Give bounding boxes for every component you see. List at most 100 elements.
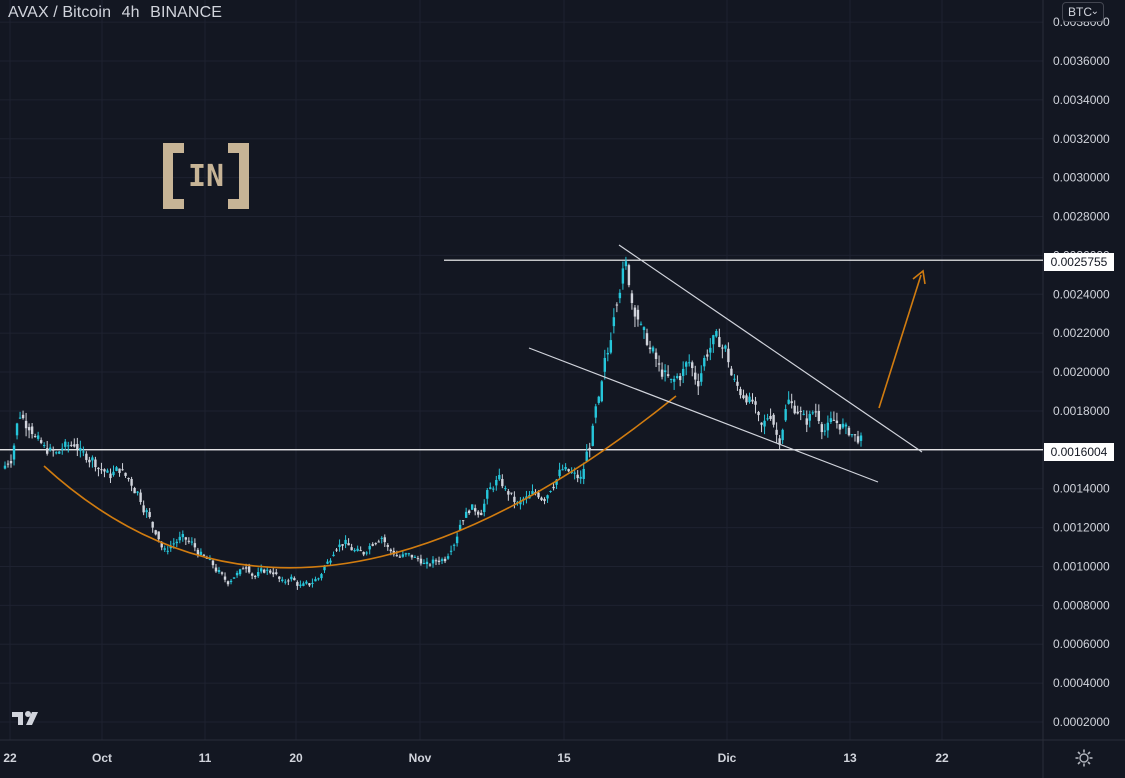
candle-body	[287, 580, 290, 582]
chart-title: AVAX / Bitcoin 4h BINANCE	[8, 4, 222, 22]
candle-body	[552, 486, 555, 489]
price-label-lower: 0.0016004	[1044, 443, 1114, 461]
candle-body	[229, 580, 233, 583]
candle-body	[419, 558, 423, 564]
candle-body	[648, 347, 652, 350]
candle-body	[235, 572, 239, 576]
candle-body	[139, 492, 142, 502]
gear-icon[interactable]	[1074, 748, 1094, 768]
candle-body	[253, 576, 257, 578]
candle-body	[39, 440, 43, 443]
tradingview-logo[interactable]	[10, 708, 42, 730]
candle-body	[323, 566, 326, 571]
candle-body	[344, 539, 347, 545]
y-tick-label: 0.0004000	[1053, 676, 1110, 690]
candle-body	[669, 378, 673, 380]
candle-body	[247, 566, 251, 573]
candle-body	[422, 562, 426, 564]
candle-body	[166, 550, 169, 552]
candle-body	[724, 345, 727, 349]
currency-button[interactable]: BTC ⌄	[1062, 2, 1104, 22]
candle-body	[507, 491, 510, 495]
candle-body	[256, 572, 260, 577]
candle-body	[133, 487, 136, 494]
candle-body	[709, 347, 712, 353]
candle-body	[305, 581, 308, 584]
candle-body	[284, 581, 287, 583]
candle-body	[546, 495, 549, 499]
candle-body	[504, 488, 507, 490]
candle-body	[380, 537, 383, 539]
candle-body	[27, 427, 31, 431]
candle-body	[181, 534, 185, 538]
candle-body	[847, 427, 851, 436]
x-tick-label: Dic	[718, 751, 737, 765]
candle-body	[118, 468, 121, 473]
candle-body	[712, 335, 715, 345]
y-tick-label: 0.0022000	[1053, 326, 1110, 340]
candle-body	[18, 417, 22, 419]
candle-body	[368, 546, 371, 550]
candle-body	[778, 438, 781, 445]
candle-body	[33, 436, 37, 438]
price-label-upper: 0.0025755	[1044, 253, 1114, 271]
candle-body	[407, 553, 411, 555]
candle-body	[727, 348, 730, 363]
candle-body	[250, 573, 254, 576]
candle-body	[473, 508, 477, 512]
y-tick-label: 0.0032000	[1053, 132, 1110, 146]
candle-body	[211, 560, 215, 566]
candle-body	[142, 505, 145, 513]
candle-body	[241, 568, 245, 570]
logo-text: IN	[188, 159, 224, 194]
candle-body	[769, 416, 772, 419]
candle-body	[6, 463, 10, 465]
candle-body	[555, 479, 558, 485]
candle-body	[404, 553, 408, 555]
x-tick-label: 22	[3, 751, 17, 765]
candle-body	[663, 370, 667, 373]
candle-body	[238, 569, 242, 575]
x-tick-label: 11	[199, 751, 212, 765]
candle-body	[88, 459, 91, 463]
candle-body	[657, 363, 661, 365]
target-arrow-shaft	[878, 274, 922, 409]
candle-body	[832, 419, 836, 421]
candle-body	[543, 498, 546, 502]
candle-body	[401, 554, 405, 557]
candle-body	[823, 430, 827, 432]
candle-body	[112, 471, 115, 476]
candle-body	[856, 436, 860, 443]
candle-body	[259, 568, 263, 572]
candle-body	[76, 443, 79, 450]
candle-body	[519, 500, 522, 505]
candle-body	[275, 572, 278, 574]
candle-body	[672, 378, 676, 382]
candle-body	[715, 331, 718, 337]
candle-body	[618, 292, 622, 299]
candle-body	[805, 418, 808, 425]
candle-body	[296, 582, 299, 586]
candle-body	[642, 327, 646, 331]
candle-body	[223, 576, 227, 580]
candle-body	[766, 418, 769, 420]
candle-body	[537, 492, 540, 498]
candle-body	[42, 444, 46, 446]
candle-body	[600, 381, 603, 402]
candle-body	[202, 554, 206, 556]
upper-trendline-drawing	[618, 244, 923, 453]
candle-body	[477, 511, 480, 515]
candle-body	[329, 560, 332, 563]
candle-body	[718, 337, 721, 347]
candle-body	[458, 524, 462, 531]
y-tick-label: 0.0030000	[1053, 171, 1110, 185]
candle-body	[483, 503, 486, 513]
candle-body	[651, 347, 655, 352]
candle-body	[413, 556, 417, 558]
candle-body	[645, 333, 649, 345]
candle-body	[232, 577, 236, 579]
y-tick-label: 0.0012000	[1053, 521, 1110, 535]
candle-body	[220, 572, 224, 574]
candle-body	[73, 444, 76, 447]
